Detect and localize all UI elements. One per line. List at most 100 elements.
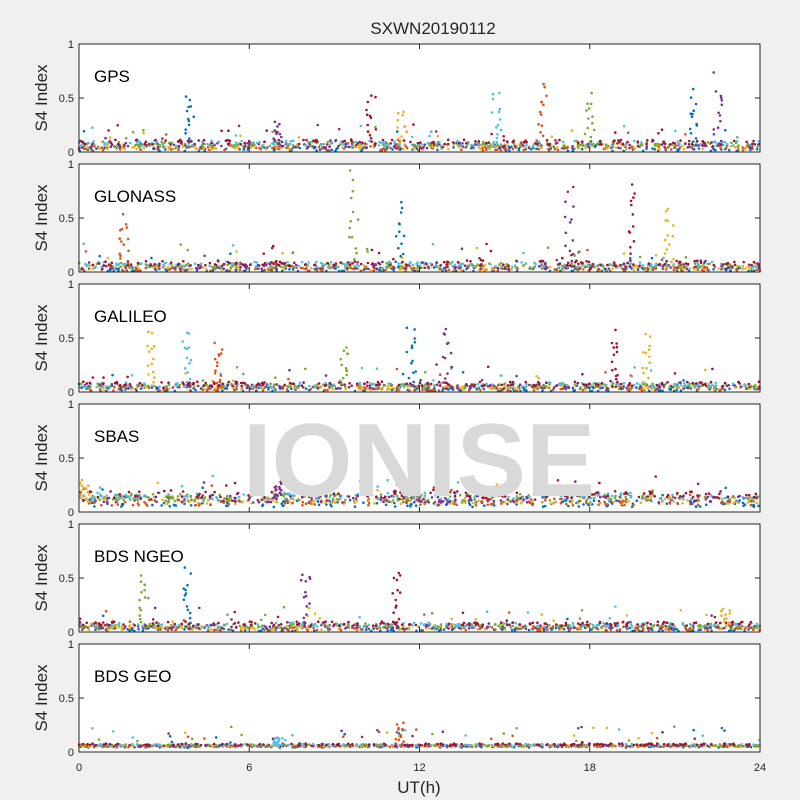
data-point — [525, 143, 528, 147]
data-point — [473, 502, 477, 505]
spike-point — [369, 116, 373, 119]
data-point — [583, 383, 586, 387]
data-point — [613, 264, 616, 267]
data-point — [300, 495, 304, 499]
data-point — [682, 385, 685, 389]
spike-point — [671, 234, 675, 238]
data-point — [667, 264, 671, 267]
data-point — [354, 140, 358, 144]
data-point — [219, 495, 222, 499]
spike-point — [125, 226, 129, 229]
data-point — [273, 148, 276, 151]
data-point — [377, 144, 381, 147]
data-point — [432, 387, 436, 390]
data-point — [752, 269, 756, 272]
data-point — [480, 500, 483, 503]
data-point — [233, 496, 237, 500]
data-point — [443, 491, 447, 495]
data-point — [709, 494, 713, 498]
spike-point — [405, 130, 409, 134]
data-point — [727, 383, 730, 387]
data-point — [748, 499, 752, 503]
y-tick-label: 0 — [68, 387, 74, 399]
data-point — [666, 381, 669, 384]
data-point — [555, 384, 559, 387]
data-point — [644, 268, 648, 272]
data-point — [636, 265, 639, 269]
data-point — [112, 496, 116, 499]
spike-point — [121, 212, 125, 216]
data-point — [475, 387, 478, 391]
data-point — [325, 494, 328, 498]
data-point — [587, 495, 591, 499]
data-point — [570, 498, 574, 502]
data-point — [299, 266, 303, 270]
data-point — [540, 146, 543, 150]
data-point — [286, 260, 289, 264]
data-point — [576, 501, 580, 505]
data-point — [660, 128, 664, 131]
data-point — [322, 145, 326, 149]
data-point — [141, 629, 145, 632]
data-point — [234, 500, 237, 503]
data-point — [129, 494, 133, 497]
spike-point — [353, 257, 356, 261]
data-point — [574, 480, 577, 483]
data-point — [464, 496, 467, 500]
data-point — [94, 265, 97, 269]
spike-point — [612, 353, 616, 357]
data-point — [669, 266, 672, 269]
data-point — [569, 626, 573, 630]
data-point — [746, 142, 750, 146]
data-point — [105, 385, 109, 388]
spike-point — [714, 90, 718, 93]
data-point — [157, 148, 160, 152]
spike-point — [401, 252, 405, 256]
data-point — [619, 494, 623, 497]
data-point — [409, 261, 412, 265]
spike-point — [691, 87, 695, 91]
spike-point — [629, 199, 633, 203]
spike-point — [590, 144, 594, 147]
data-point — [293, 494, 296, 497]
data-point — [136, 261, 140, 265]
data-point — [422, 498, 425, 501]
data-point — [432, 488, 435, 492]
data-point — [133, 499, 136, 502]
data-point — [309, 388, 313, 391]
data-point — [632, 146, 636, 149]
data-point — [120, 505, 123, 508]
data-point — [280, 502, 284, 506]
data-point — [612, 142, 615, 145]
data-point — [245, 386, 249, 390]
data-point — [206, 388, 209, 392]
data-point — [103, 496, 106, 499]
data-point — [537, 140, 541, 144]
data-point — [753, 386, 756, 389]
data-point — [619, 501, 623, 505]
data-point — [428, 144, 432, 147]
data-point — [358, 381, 362, 385]
data-point — [144, 259, 148, 263]
data-point — [592, 499, 596, 503]
data-point — [490, 387, 493, 391]
data-point — [84, 250, 88, 253]
data-point — [452, 146, 455, 149]
spike-point — [446, 372, 449, 375]
data-point — [405, 382, 408, 386]
data-point — [167, 266, 170, 270]
data-point — [261, 388, 265, 392]
data-point — [95, 147, 98, 150]
spike-point — [491, 92, 495, 96]
data-point — [143, 494, 146, 497]
data-point — [599, 495, 602, 499]
spike-point — [216, 361, 219, 364]
data-point — [471, 505, 474, 509]
data-point — [515, 389, 519, 392]
data-point — [638, 264, 641, 268]
data-point — [218, 265, 221, 268]
spike-point — [338, 379, 342, 383]
data-point — [88, 381, 92, 385]
data-point — [311, 502, 315, 506]
data-point — [660, 143, 664, 146]
